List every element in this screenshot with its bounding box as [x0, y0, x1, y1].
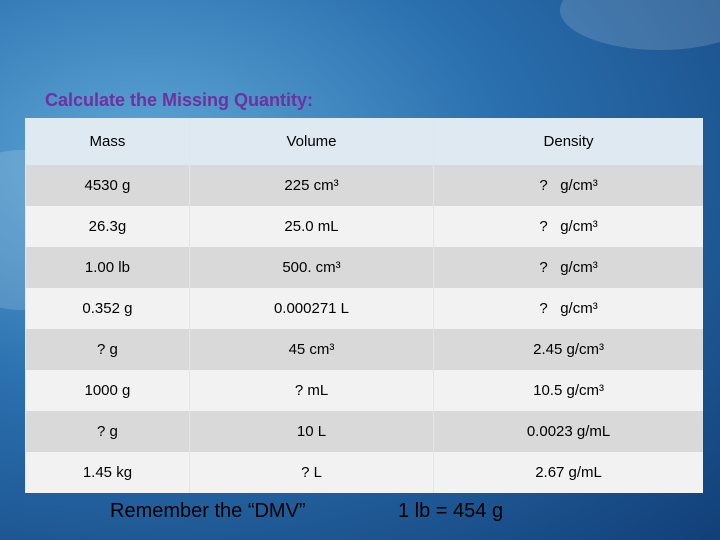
table-cell: 25.0 mL [188, 206, 434, 247]
table-cell: 2.67 g/mL [433, 452, 703, 493]
table-cell: ? g [25, 411, 190, 452]
table-row: 4530 g 225 cm³? g/cm³ [25, 165, 703, 206]
table-row: 1000 g? mL 10.5 g/cm³ [25, 370, 703, 411]
title: Calculate the Missing Quantity: [45, 90, 314, 110]
table-cell: ? g/cm³ [433, 206, 703, 247]
table-cell: 4530 g [25, 165, 190, 206]
table-cell: 0.0023 g/mL [433, 411, 703, 452]
header-row: Mass Volume Density [25, 118, 703, 165]
table-cell: ? L [188, 452, 434, 493]
table-cell: ? g/cm³ [433, 165, 703, 206]
footer-conversion: 1 lb = 454 g [398, 500, 504, 522]
table-cell: 26.3g [25, 206, 190, 247]
table-cell: 1.00 lb [25, 247, 190, 288]
table-row: 26.3g 25.0 mL? g/cm³ [25, 206, 703, 247]
table-cell: 1000 g [25, 370, 190, 411]
table-cell: 45 cm³ [188, 329, 434, 370]
table-cell: ? g [25, 329, 190, 370]
table-cell: ? g/cm³ [433, 247, 703, 288]
table-cell: 500. cm³ [188, 247, 434, 288]
table-cell: ? g/cm³ [433, 288, 703, 329]
column-header: Mass [25, 118, 190, 165]
table-cell: 225 cm³ [188, 165, 434, 206]
table: Mass Volume Density 4530 g 225 cm³? g/cm³ 26… [25, 118, 703, 493]
table-cell: 0.000271 L [188, 288, 434, 329]
table-row: ? g 45 cm³ 2.45 g/cm³ [25, 329, 703, 370]
table-cell: 1.45 kg [25, 452, 190, 493]
decoration [560, 0, 720, 50]
table-row: 1.00 lb 500. cm³? g/cm³ [25, 247, 703, 288]
table-row: 0.352 g 0.000271 L? g/cm³ [25, 288, 703, 329]
column-header: Volume [188, 118, 434, 165]
table-cell: 10 L [188, 411, 434, 452]
table-cell: 2.45 g/cm³ [433, 329, 703, 370]
table-row: 1.45 kg? L 2.67 g/mL [25, 452, 703, 493]
table-row: ? g 10 L 0.0023 g/mL [25, 411, 703, 452]
column-header: Density [433, 118, 703, 165]
table-cell: 0.352 g [25, 288, 190, 329]
table-body: 4530 g 225 cm³? g/cm³ 26.3g 25.0 mL? g/cm³ 1… [25, 165, 703, 493]
table-cell: ? mL [188, 370, 434, 411]
footer-note: Remember the “DMV” [110, 500, 306, 522]
table-cell: 10.5 g/cm³ [433, 370, 703, 411]
